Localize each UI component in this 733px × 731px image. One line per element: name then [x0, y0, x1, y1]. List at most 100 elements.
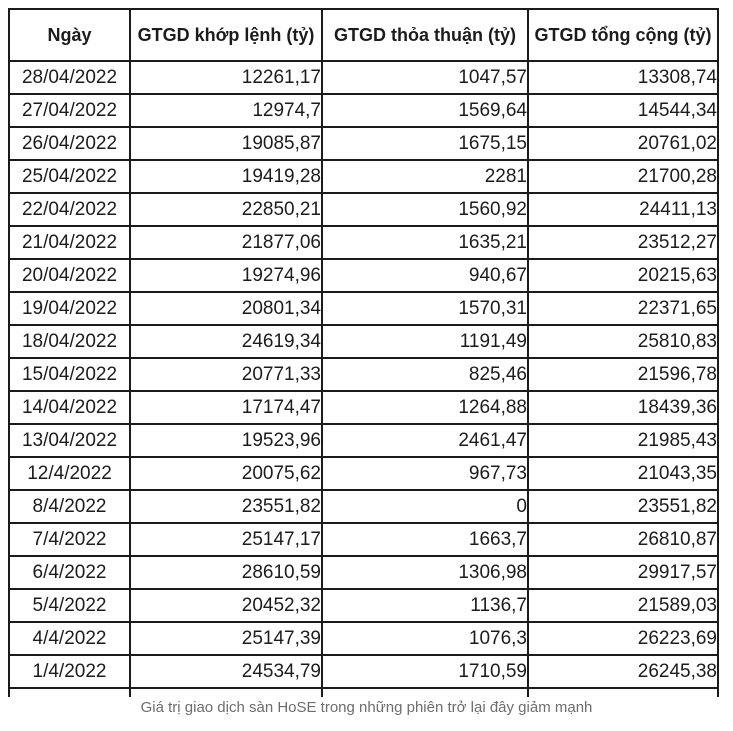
value-cell: 1570,31 [321, 291, 529, 326]
value-cell: 24411,13 [527, 192, 719, 227]
date-cell: 1/4/2022 [8, 654, 131, 689]
value-cell: 24619,34 [129, 324, 323, 359]
table-row: 8/4/2022 23551,82 0 23551,82 [8, 489, 719, 524]
value-cell: 21877,06 [129, 225, 323, 260]
value-cell: 1191,49 [321, 324, 529, 359]
table-row: 22/04/2022 22850,21 1560,92 24411,13 [8, 192, 719, 227]
value-cell: 1306,98 [321, 555, 529, 590]
value-cell: 22371,65 [527, 291, 719, 326]
value-cell: 21700,28 [527, 159, 719, 194]
column-header-tong-cong: GTGD tổng cộng (tỷ) [527, 8, 719, 62]
table-row: 27/04/2022 12974,7 1569,64 14544,34 [8, 93, 719, 128]
value-cell: 25810,83 [527, 324, 719, 359]
value-cell: 1675,15 [321, 126, 529, 161]
date-cell: 6/4/2022 [8, 555, 131, 590]
value-cell: 21043,35 [527, 456, 719, 491]
value-cell: 20452,32 [129, 588, 323, 623]
table-row: 21/04/2022 21877,06 1635,21 23512,27 [8, 225, 719, 260]
table-header: Ngày GTGD khớp lệnh (tỷ) GTGD thỏa thuận… [8, 8, 719, 62]
date-cell: 15/04/2022 [8, 357, 131, 392]
table-row: 14/04/2022 17174,47 1264,88 18439,36 [8, 390, 719, 425]
value-cell: 22850,21 [129, 192, 323, 227]
column-header-khop-lenh: GTGD khớp lệnh (tỷ) [129, 8, 323, 62]
value-cell: 19419,28 [129, 159, 323, 194]
value-cell: 1663,7 [321, 522, 529, 557]
table-row: 13/04/2022 19523,96 2461,47 21985,43 [8, 423, 719, 458]
date-cell: 18/04/2022 [8, 324, 131, 359]
value-cell: 21596,78 [527, 357, 719, 392]
value-cell: 825,46 [321, 357, 529, 392]
value-cell: 967,73 [321, 456, 529, 491]
value-cell: 1264,88 [321, 390, 529, 425]
date-cell: 12/4/2022 [8, 456, 131, 491]
table-row: 26/04/2022 19085,87 1675,15 20761,02 [8, 126, 719, 161]
empty-cell [129, 687, 323, 697]
date-cell: 21/04/2022 [8, 225, 131, 260]
value-cell: 13308,74 [527, 60, 719, 95]
value-cell: 20215,63 [527, 258, 719, 293]
value-cell: 23551,82 [527, 489, 719, 524]
value-cell: 21589,03 [527, 588, 719, 623]
value-cell: 17174,47 [129, 390, 323, 425]
date-cell: 26/04/2022 [8, 126, 131, 161]
header-row: Ngày GTGD khớp lệnh (tỷ) GTGD thỏa thuận… [8, 8, 719, 62]
value-cell: 26223,69 [527, 621, 719, 656]
value-cell: 25147,17 [129, 522, 323, 557]
value-cell: 29917,57 [527, 555, 719, 590]
value-cell: 20075,62 [129, 456, 323, 491]
column-header-thoa-thuan: GTGD thỏa thuận (tỷ) [321, 8, 529, 62]
value-cell: 24534,79 [129, 654, 323, 689]
table-container: Ngày GTGD khớp lệnh (tỷ) GTGD thỏa thuận… [8, 8, 719, 697]
date-cell: 8/4/2022 [8, 489, 131, 524]
value-cell: 0 [321, 489, 529, 524]
value-cell: 21985,43 [527, 423, 719, 458]
date-cell: 22/04/2022 [8, 192, 131, 227]
value-cell: 23512,27 [527, 225, 719, 260]
hose-trading-value-table: Ngày GTGD khớp lệnh (tỷ) GTGD thỏa thuận… [8, 8, 719, 697]
value-cell: 26245,38 [527, 654, 719, 689]
empty-cell [321, 687, 529, 697]
value-cell: 1569,64 [321, 93, 529, 128]
table-row: 1/4/2022 24534,79 1710,59 26245,38 [8, 654, 719, 689]
table-row: 19/04/2022 20801,34 1570,31 22371,65 [8, 291, 719, 326]
date-cell: 25/04/2022 [8, 159, 131, 194]
date-cell: 13/04/2022 [8, 423, 131, 458]
table-row: 4/4/2022 25147,39 1076,3 26223,69 [8, 621, 719, 656]
table-row: 12/4/2022 20075,62 967,73 21043,35 [8, 456, 719, 491]
value-cell: 1710,59 [321, 654, 529, 689]
empty-cell [8, 687, 131, 697]
empty-cell [527, 687, 719, 697]
value-cell: 2461,47 [321, 423, 529, 458]
value-cell: 18439,36 [527, 390, 719, 425]
value-cell: 1136,7 [321, 588, 529, 623]
table-row: 15/04/2022 20771,33 825,46 21596,78 [8, 357, 719, 392]
value-cell: 23551,82 [129, 489, 323, 524]
value-cell: 1560,92 [321, 192, 529, 227]
value-cell: 14544,34 [527, 93, 719, 128]
table-caption: Giá trị giao dịch sàn HoSE trong những p… [140, 699, 593, 716]
value-cell: 12261,17 [129, 60, 323, 95]
table-row: 18/04/2022 24619,34 1191,49 25810,83 [8, 324, 719, 359]
table-row: 5/4/2022 20452,32 1136,7 21589,03 [8, 588, 719, 623]
value-cell: 28610,59 [129, 555, 323, 590]
value-cell: 20761,02 [527, 126, 719, 161]
value-cell: 19085,87 [129, 126, 323, 161]
value-cell: 12974,7 [129, 93, 323, 128]
value-cell: 1076,3 [321, 621, 529, 656]
column-header-date: Ngày [8, 8, 131, 62]
value-cell: 20771,33 [129, 357, 323, 392]
date-cell: 19/04/2022 [8, 291, 131, 326]
table-row: 25/04/2022 19419,28 2281 21700,28 [8, 159, 719, 194]
date-cell: 5/4/2022 [8, 588, 131, 623]
value-cell: 19523,96 [129, 423, 323, 458]
value-cell: 1047,57 [321, 60, 529, 95]
value-cell: 20801,34 [129, 291, 323, 326]
date-cell: 20/04/2022 [8, 258, 131, 293]
value-cell: 26810,87 [527, 522, 719, 557]
value-cell: 2281 [321, 159, 529, 194]
value-cell: 25147,39 [129, 621, 323, 656]
table-row: 28/04/2022 12261,17 1047,57 13308,74 [8, 60, 719, 95]
table-row: 20/04/2022 19274,96 940,67 20215,63 [8, 258, 719, 293]
table-body: 28/04/2022 12261,17 1047,57 13308,74 27/04/2… [8, 60, 719, 697]
date-cell: 14/04/2022 [8, 390, 131, 425]
